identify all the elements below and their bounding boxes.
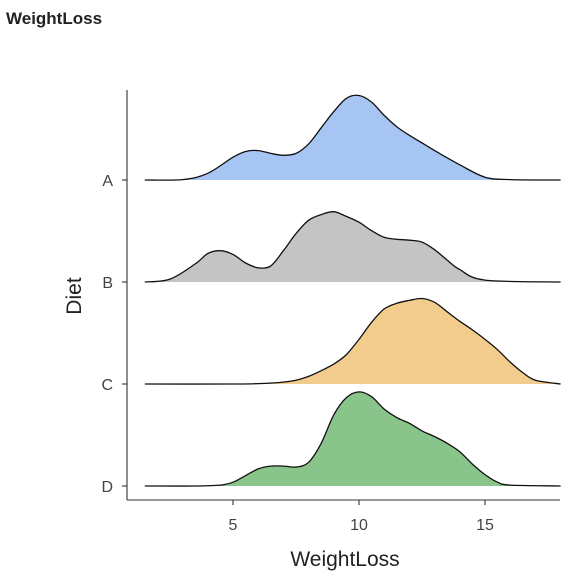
y-tick-label-B: B [102,275,113,292]
ridge-outline-B [144,211,561,283]
ridges-layer [144,94,561,487]
y-tick-label-A: A [102,173,113,190]
x-tick-label-15: 15 [476,517,494,534]
y-tick-label-C: C [101,377,113,394]
x-tick-label-10: 10 [350,517,368,534]
ridge-outline-A [144,94,561,181]
ridge-fill-A [144,95,561,181]
y-tick-label-D: D [101,479,113,496]
axes-layer: A B C D 5 10 15 [101,90,560,534]
page-title: WeightLoss [6,9,103,28]
ridge-fill-D [144,391,561,487]
ridge-fill-C [144,298,561,385]
x-tick-label-5: 5 [229,517,238,534]
x-axis-title: WeightLoss [290,548,399,571]
y-axis-title: Diet [63,277,86,315]
ridge-outline-C [144,297,561,385]
ridge-outline-D [144,391,561,487]
ridge-fill-B [144,211,561,282]
